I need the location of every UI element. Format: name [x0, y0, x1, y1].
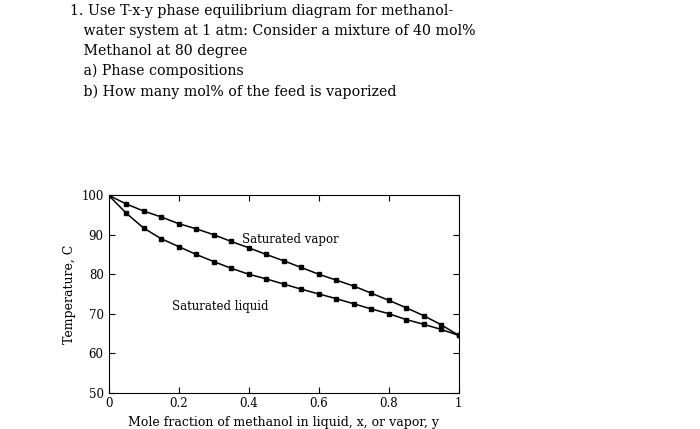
Text: Saturated vapor: Saturated vapor — [241, 233, 338, 245]
Text: Saturated liquid: Saturated liquid — [172, 299, 268, 313]
X-axis label: Mole fraction of methanol in liquid, x, or vapor, y: Mole fraction of methanol in liquid, x, … — [128, 416, 439, 429]
Y-axis label: Temperature, C: Temperature, C — [63, 244, 76, 344]
Text: 1. Use T-x-y phase equilibrium diagram for methanol-
   water system at 1 atm: C: 1. Use T-x-y phase equilibrium diagram f… — [70, 3, 475, 99]
